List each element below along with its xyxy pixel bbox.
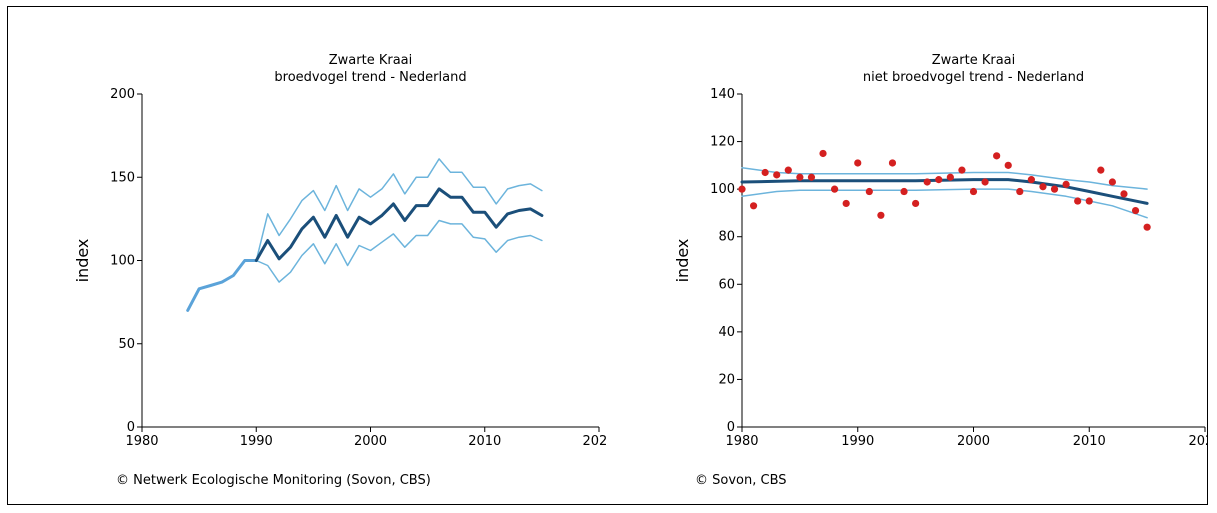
y-tick-label: 140 bbox=[710, 87, 735, 102]
y-axis-label: index bbox=[673, 239, 692, 283]
data-point bbox=[807, 173, 816, 181]
series-line-lower bbox=[741, 188, 1148, 219]
series-line-upper bbox=[741, 166, 1148, 190]
data-point bbox=[784, 166, 792, 174]
data-point bbox=[1039, 183, 1047, 191]
y-axis-label: index bbox=[73, 239, 92, 283]
y-tick-label: 150 bbox=[110, 170, 135, 185]
data-point bbox=[738, 185, 746, 193]
chart-subtitle: broedvogel trend - Nederland bbox=[274, 70, 466, 85]
data-point bbox=[877, 211, 885, 219]
x-tick-label: 1980 bbox=[725, 434, 758, 449]
data-point bbox=[1050, 185, 1059, 193]
x-tick-label: 2000 bbox=[354, 434, 387, 449]
x-tick-label: 1990 bbox=[841, 434, 874, 449]
data-point bbox=[1120, 190, 1128, 198]
series-line-lower bbox=[255, 219, 543, 283]
data-point bbox=[749, 202, 758, 210]
data-point bbox=[1004, 161, 1012, 169]
data-point bbox=[773, 171, 781, 179]
data-point bbox=[900, 187, 908, 196]
data-point bbox=[888, 159, 897, 167]
figure-frame: Zwarte Kraai broedvogel trend - Nederland… bbox=[7, 6, 1208, 505]
data-point bbox=[946, 173, 954, 181]
y-tick-label: 100 bbox=[710, 182, 735, 197]
data-point bbox=[1097, 166, 1105, 174]
data-point bbox=[1108, 178, 1116, 186]
y-tick-label: 0 bbox=[727, 420, 735, 435]
data-point bbox=[912, 199, 920, 208]
data-point bbox=[935, 176, 943, 184]
data-point bbox=[993, 152, 1001, 160]
x-tick-label: 1980 bbox=[125, 434, 158, 449]
chart-niet-broedvogel-trend: Zwarte Kraai niet broedvogel trend - Nede… bbox=[673, 53, 1208, 449]
y-tick-label: 80 bbox=[718, 230, 735, 245]
data-point bbox=[969, 187, 978, 196]
x-tick-label: 1990 bbox=[240, 434, 273, 449]
data-point bbox=[842, 199, 850, 208]
x-tick-label: 2010 bbox=[468, 434, 501, 449]
y-tick-label: 200 bbox=[110, 87, 135, 102]
data-point bbox=[1143, 223, 1151, 231]
chart-title: Zwarte Kraai bbox=[932, 53, 1016, 68]
y-tick-label: 40 bbox=[718, 325, 735, 340]
chart-subtitle: niet broedvogel trend - Nederland bbox=[863, 70, 1084, 85]
data-point bbox=[981, 178, 989, 186]
data-point bbox=[854, 159, 862, 167]
data-point bbox=[958, 166, 966, 174]
data-point bbox=[1085, 197, 1093, 205]
data-point bbox=[923, 178, 931, 186]
data-point bbox=[1027, 176, 1035, 184]
y-tick-label: 120 bbox=[710, 135, 735, 150]
x-tick-label: 2020 bbox=[582, 434, 608, 449]
x-tick-label: 2000 bbox=[957, 434, 990, 449]
data-point bbox=[1016, 187, 1024, 196]
data-point bbox=[761, 168, 769, 177]
credit-left: © Netwerk Ecologische Monitoring (Sovon,… bbox=[116, 473, 431, 488]
credit-right: © Sovon, CBS bbox=[695, 473, 787, 488]
series-line-index bbox=[254, 187, 544, 262]
y-tick-label: 100 bbox=[110, 254, 135, 269]
series-line-trend bbox=[740, 178, 1149, 205]
x-tick-label: 2010 bbox=[1073, 434, 1106, 449]
data-point bbox=[831, 185, 839, 193]
y-tick-label: 20 bbox=[718, 372, 735, 387]
data-point bbox=[1131, 206, 1140, 215]
chart-title: Zwarte Kraai bbox=[329, 53, 413, 68]
series-line-upper bbox=[255, 158, 543, 262]
data-point bbox=[819, 149, 827, 158]
y-tick-label: 50 bbox=[118, 337, 135, 352]
x-tick-label: 2020 bbox=[1188, 434, 1208, 449]
data-point bbox=[1062, 180, 1070, 188]
series-line-early bbox=[186, 259, 258, 312]
data-point bbox=[865, 187, 873, 196]
data-point bbox=[796, 173, 804, 181]
y-tick-label: 0 bbox=[127, 420, 135, 435]
data-point bbox=[1074, 197, 1082, 205]
chart-broedvogel-trend: Zwarte Kraai broedvogel trend - Nederland… bbox=[73, 53, 608, 449]
y-tick-label: 60 bbox=[718, 277, 735, 292]
